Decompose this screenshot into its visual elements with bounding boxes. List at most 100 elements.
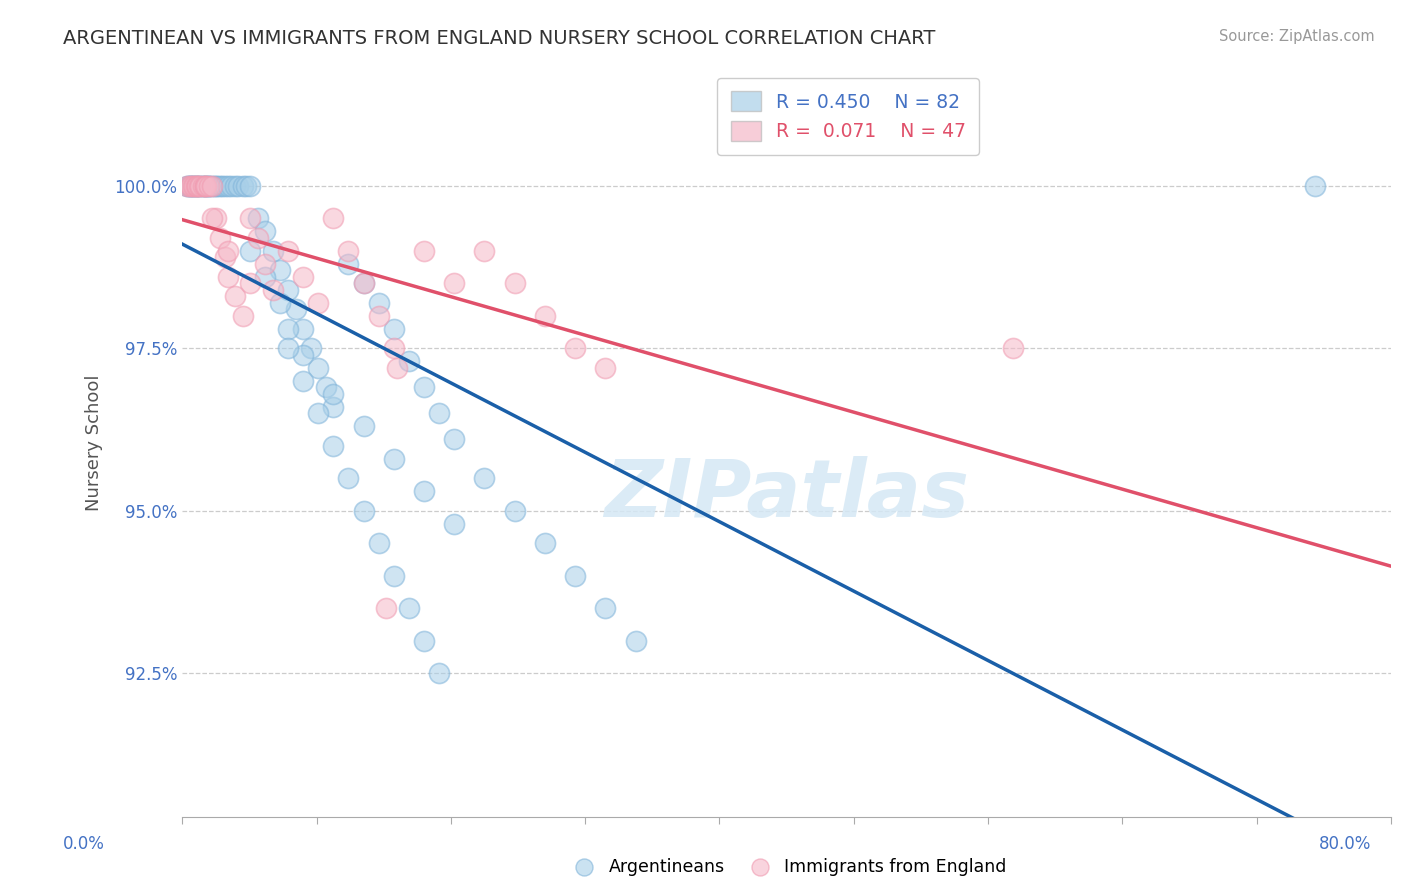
Point (186, 178, 208, 193)
Point (262, 283, 284, 297)
Point (322, 400, 344, 414)
Point (299, 341, 322, 355)
Point (184, 178, 207, 193)
Point (209, 230, 232, 244)
Point (292, 348, 315, 362)
Point (1002, 341, 1025, 355)
Point (235, 178, 257, 193)
Point (322, 439, 344, 453)
Point (382, 569, 405, 583)
Point (254, 257, 277, 271)
Point (277, 244, 299, 258)
Point (322, 211, 344, 226)
Point (214, 250, 236, 264)
Point (195, 178, 218, 193)
Point (186, 178, 208, 193)
Text: ARGENTINEAN VS IMMIGRANTS FROM ENGLAND NURSERY SCHOOL CORRELATION CHART: ARGENTINEAN VS IMMIGRANTS FROM ENGLAND N… (63, 29, 935, 47)
Point (382, 451, 405, 466)
Point (564, 569, 586, 583)
Point (232, 178, 254, 193)
Point (194, 178, 217, 193)
Point (179, 178, 201, 193)
Point (176, 178, 198, 193)
Point (226, 178, 249, 193)
Point (624, 634, 647, 648)
Point (443, 276, 465, 290)
Text: Source: ZipAtlas.com: Source: ZipAtlas.com (1219, 29, 1375, 44)
Point (382, 321, 405, 335)
Point (204, 211, 226, 226)
Point (382, 341, 405, 355)
Point (254, 224, 277, 238)
Point (307, 406, 329, 420)
Point (181, 178, 204, 193)
Point (413, 634, 436, 648)
Point (179, 178, 201, 193)
Point (176, 178, 198, 193)
Point (353, 276, 375, 290)
Point (205, 178, 228, 193)
Point (413, 380, 436, 394)
Point (194, 178, 217, 193)
Point (337, 257, 360, 271)
Point (198, 178, 221, 193)
Point (353, 276, 375, 290)
Point (375, 601, 398, 615)
Point (219, 178, 242, 193)
Point (183, 178, 205, 193)
Point (211, 178, 233, 193)
Point (427, 406, 450, 420)
Point (217, 244, 239, 258)
Point (194, 178, 217, 193)
Point (292, 374, 315, 388)
Point (353, 504, 375, 518)
Point (398, 601, 420, 615)
Text: 80.0%: 80.0% (1319, 835, 1371, 853)
Point (217, 269, 239, 284)
Point (198, 178, 221, 193)
Point (307, 360, 329, 375)
Point (224, 178, 246, 193)
Point (209, 178, 232, 193)
Point (239, 211, 262, 226)
Point (413, 244, 436, 258)
Point (277, 283, 299, 297)
Point (292, 321, 315, 335)
Point (180, 178, 202, 193)
Point (595, 360, 617, 375)
Point (534, 309, 557, 323)
Point (224, 289, 246, 303)
Point (214, 178, 236, 193)
Point (262, 244, 284, 258)
Point (292, 269, 315, 284)
Point (398, 354, 420, 368)
Point (194, 178, 217, 193)
Text: ZIPatlas: ZIPatlas (605, 456, 969, 534)
Point (307, 295, 329, 310)
Point (187, 178, 209, 193)
Point (239, 244, 262, 258)
Point (198, 178, 221, 193)
Point (277, 341, 299, 355)
Point (197, 178, 219, 193)
Legend: R = 0.450    N = 82, R =  0.071    N = 47: R = 0.450 N = 82, R = 0.071 N = 47 (717, 78, 979, 154)
Point (443, 516, 465, 531)
Point (269, 295, 291, 310)
Point (217, 178, 239, 193)
Point (232, 309, 254, 323)
Point (193, 178, 215, 193)
Point (1305, 178, 1327, 193)
Point (322, 386, 344, 401)
Point (187, 178, 209, 193)
Point (385, 360, 408, 375)
Point (190, 178, 212, 193)
Point (181, 178, 204, 193)
Point (503, 276, 526, 290)
Point (564, 341, 586, 355)
Point (201, 178, 224, 193)
Point (195, 178, 218, 193)
Point (534, 536, 557, 550)
Point (180, 178, 202, 193)
Point (474, 244, 496, 258)
Point (183, 178, 205, 193)
